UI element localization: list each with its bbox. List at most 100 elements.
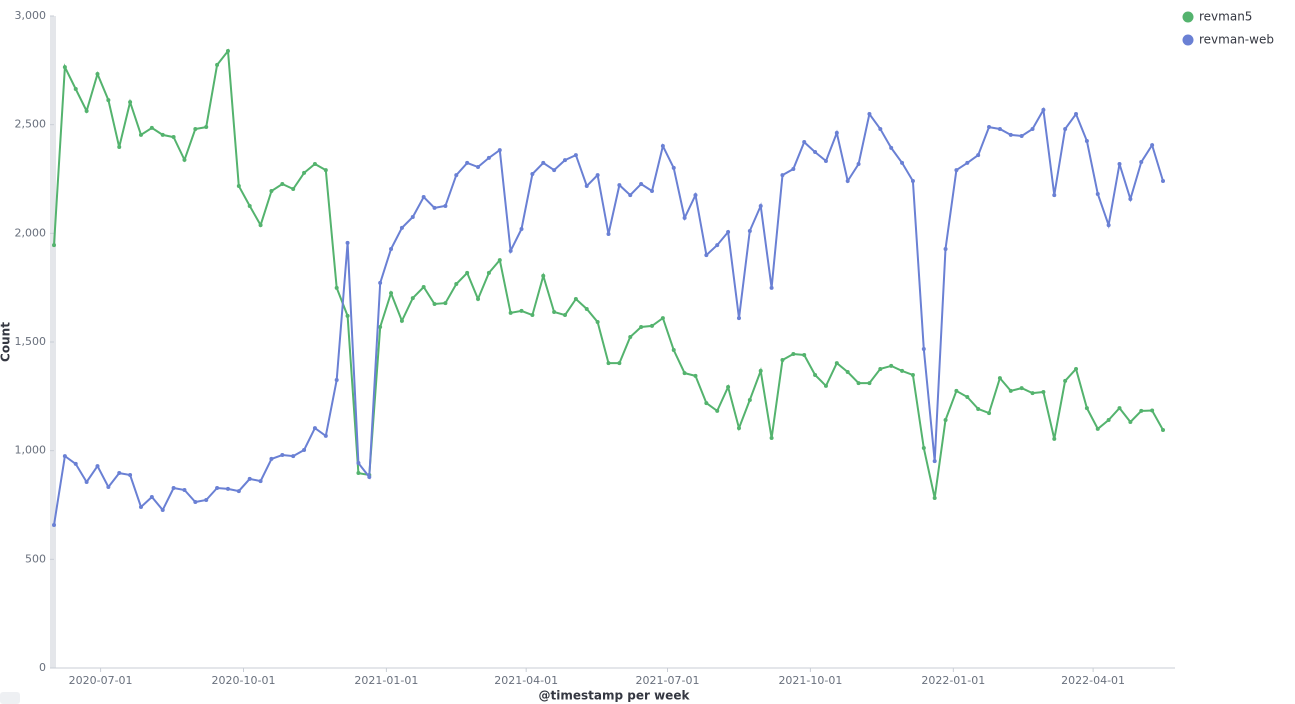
data-point	[1139, 160, 1144, 165]
x-tick-label: 2020-07-01	[69, 674, 133, 687]
data-point	[987, 125, 992, 130]
data-point	[758, 368, 763, 373]
data-point	[269, 456, 274, 461]
data-point	[1063, 378, 1068, 383]
data-point	[193, 499, 198, 504]
data-point	[813, 150, 818, 155]
data-point	[367, 474, 372, 479]
data-point	[834, 361, 839, 366]
y-tick-label: 2,500	[15, 118, 47, 131]
data-point	[302, 448, 307, 453]
data-point	[802, 140, 807, 145]
data-point	[747, 228, 752, 233]
data-point	[747, 398, 752, 403]
data-point	[432, 205, 437, 210]
data-point	[291, 186, 296, 191]
data-point	[106, 484, 111, 489]
data-point	[389, 291, 394, 296]
data-point	[95, 72, 100, 77]
data-point	[910, 178, 915, 183]
legend-swatch	[1182, 11, 1194, 23]
data-point	[1084, 138, 1089, 143]
data-point	[736, 316, 741, 321]
data-point	[823, 383, 828, 388]
data-point	[943, 418, 948, 423]
y-tick-label: 1,500	[15, 335, 47, 348]
data-point	[443, 203, 448, 208]
y-tick-label: 1,000	[15, 444, 47, 457]
data-point	[780, 358, 785, 363]
y-tick-label: 2,000	[15, 226, 47, 239]
series-line	[53, 106, 1164, 526]
data-point	[671, 165, 676, 170]
data-point	[965, 160, 970, 165]
data-point	[1161, 178, 1165, 183]
data-point	[1074, 366, 1079, 371]
data-point	[1019, 386, 1024, 391]
data-point	[171, 135, 176, 140]
data-point	[84, 479, 89, 484]
data-point	[573, 153, 578, 158]
data-point	[421, 195, 426, 200]
data-point	[399, 225, 404, 230]
data-point	[465, 270, 470, 275]
data-point	[62, 65, 67, 70]
data-point	[323, 168, 328, 173]
data-point	[182, 157, 187, 162]
data-point	[845, 178, 850, 183]
data-point	[171, 486, 176, 491]
data-point	[987, 411, 992, 416]
data-point	[323, 433, 328, 438]
legend-toggle[interactable]	[0, 692, 20, 704]
data-point	[497, 258, 502, 263]
data-point	[334, 378, 339, 383]
data-point	[878, 127, 883, 132]
data-point	[345, 313, 350, 318]
data-point	[867, 381, 872, 386]
data-point	[704, 253, 709, 258]
legend-label[interactable]: revman-web	[1199, 33, 1274, 47]
data-point	[1106, 418, 1111, 423]
x-tick-label: 2021-10-01	[778, 674, 842, 687]
data-point	[1052, 436, 1057, 441]
data-point	[584, 306, 589, 311]
data-point	[856, 381, 861, 386]
data-point	[1041, 107, 1046, 112]
data-point	[312, 162, 317, 167]
data-point	[84, 108, 89, 113]
x-tick-label: 2022-04-01	[1061, 674, 1125, 687]
data-point	[932, 496, 937, 501]
data-point	[519, 308, 524, 313]
data-point	[508, 248, 513, 253]
data-point	[900, 160, 905, 165]
data-point	[878, 366, 883, 371]
data-point	[639, 325, 644, 330]
data-point	[997, 127, 1002, 132]
data-point	[802, 353, 807, 358]
data-point	[73, 461, 78, 466]
data-point	[1139, 408, 1144, 413]
data-point	[693, 373, 698, 378]
data-point	[530, 313, 535, 318]
data-point	[138, 504, 143, 509]
data-point	[160, 132, 165, 137]
data-point	[552, 310, 557, 315]
data-point	[900, 368, 905, 373]
data-point	[889, 363, 894, 368]
data-point	[845, 369, 850, 374]
data-point	[813, 373, 818, 378]
data-point	[682, 371, 687, 376]
data-point	[921, 346, 926, 351]
data-point	[117, 145, 122, 150]
data-point	[573, 296, 578, 301]
data-point	[856, 162, 861, 167]
data-point	[204, 125, 209, 130]
data-point	[1128, 196, 1133, 201]
data-point	[617, 361, 622, 366]
data-point	[791, 351, 796, 356]
x-tick-label: 2020-10-01	[212, 674, 276, 687]
data-point	[476, 296, 481, 301]
data-point	[215, 486, 220, 491]
legend-label[interactable]: revman5	[1199, 10, 1252, 24]
data-point	[106, 98, 111, 103]
